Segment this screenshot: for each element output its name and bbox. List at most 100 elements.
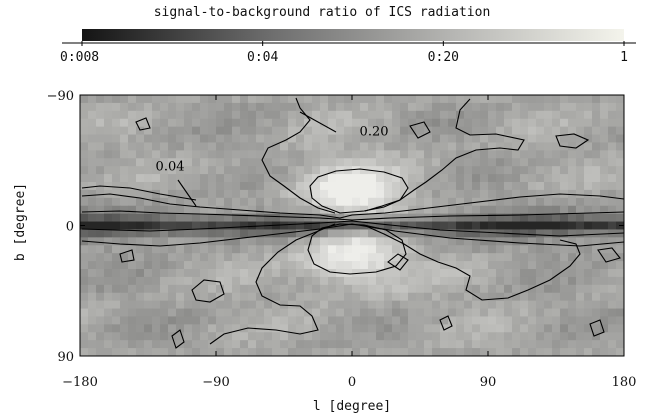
- heatmap-cell: [472, 229, 481, 238]
- heatmap-cell: [256, 276, 265, 286]
- heatmap-cell: [248, 229, 257, 238]
- heatmap-cell: [248, 174, 257, 183]
- heatmap-cell: [88, 102, 97, 112]
- heatmap-cell: [488, 205, 497, 215]
- heatmap-cell: [280, 316, 289, 325]
- heatmap-cell: [560, 348, 569, 356]
- heatmap-cell: [280, 126, 289, 136]
- heatmap-cell: [424, 245, 433, 254]
- heatmap-cell: [528, 95, 537, 104]
- heatmap-cell: [112, 197, 121, 207]
- heatmap-cell: [456, 348, 465, 356]
- heatmap-cell: [368, 292, 377, 302]
- heatmap-cell: [368, 102, 377, 112]
- heatmap-cell: [288, 316, 297, 325]
- heatmap-cell: [248, 95, 257, 104]
- heatmap-cell: [112, 332, 121, 341]
- heatmap-cell: [608, 95, 617, 104]
- heatmap-cell: [184, 95, 193, 104]
- heatmap-cell: [168, 276, 177, 286]
- heatmap-cell: [192, 292, 201, 302]
- heatmap-cell: [496, 95, 505, 104]
- heatmap-cell: [536, 237, 545, 246]
- heatmap-cell: [112, 253, 121, 262]
- heatmap-cell: [528, 134, 537, 144]
- heatmap-cell: [216, 182, 225, 191]
- heatmap-cell: [432, 182, 441, 191]
- heatmap-cell: [392, 284, 401, 294]
- heatmap-cell: [152, 150, 161, 159]
- heatmap-cell: [456, 340, 465, 349]
- heatmap-cell: [240, 166, 249, 175]
- heatmap-cell: [528, 253, 537, 262]
- heatmap-cell: [544, 134, 553, 144]
- heatmap-cell: [256, 197, 265, 207]
- heatmap-cell: [128, 150, 137, 159]
- heatmap-cell: [528, 126, 537, 136]
- heatmap-cell: [280, 213, 289, 223]
- heatmap-cell: [224, 253, 233, 262]
- heatmap-cell: [440, 324, 449, 333]
- heatmap-cell: [432, 189, 441, 199]
- heatmap-cell: [280, 166, 289, 175]
- heatmap-cell: [528, 213, 537, 223]
- heatmap-cell: [160, 158, 169, 167]
- heatmap-cell: [120, 166, 129, 175]
- heatmap-cell: [376, 276, 385, 286]
- heatmap-cell: [256, 126, 265, 136]
- heatmap-cell: [328, 142, 337, 151]
- heatmap-cell: [264, 237, 273, 246]
- heatmap-cell: [272, 324, 281, 333]
- heatmap-cell: [88, 142, 97, 151]
- heatmap-cell: [392, 166, 401, 175]
- heatmap-cell: [312, 134, 321, 144]
- heatmap-cell: [456, 126, 465, 136]
- heatmap-cell: [600, 276, 609, 286]
- heatmap-cell: [424, 332, 433, 341]
- heatmap-cell: [536, 126, 545, 136]
- heatmap-cell: [448, 261, 457, 270]
- heatmap-cell: [472, 253, 481, 262]
- heatmap-cell: [304, 292, 313, 302]
- heatmap-cell: [384, 284, 393, 294]
- heatmap-cell: [128, 102, 137, 112]
- heatmap-cell: [536, 221, 545, 231]
- heatmap-cell: [184, 237, 193, 246]
- heatmap-cell: [448, 142, 457, 151]
- heatmap-cell: [552, 182, 561, 191]
- heatmap-cell: [264, 229, 273, 238]
- heatmap-cell: [528, 118, 537, 128]
- heatmap-cell: [512, 253, 521, 262]
- heatmap-cell: [576, 213, 585, 223]
- heatmap-cell: [216, 158, 225, 167]
- heatmap-cell: [336, 150, 345, 159]
- heatmap-cell: [480, 269, 489, 278]
- heatmap-cell: [320, 261, 329, 270]
- heatmap-cell: [568, 229, 577, 238]
- heatmap-cell: [480, 292, 489, 302]
- heatmap-cell: [456, 110, 465, 120]
- heatmap-cell: [560, 213, 569, 223]
- heatmap-cell: [488, 300, 497, 310]
- heatmap-cell: [616, 142, 624, 151]
- heatmap-cell: [552, 102, 561, 112]
- heatmap-cell: [384, 300, 393, 310]
- heatmap-cell: [112, 269, 121, 278]
- heatmap-cell: [360, 150, 369, 159]
- heatmap-cell: [600, 284, 609, 294]
- heatmap-cell: [256, 158, 265, 167]
- heatmap-cell: [608, 110, 617, 120]
- heatmap-cell: [88, 324, 97, 333]
- heatmap-cell: [144, 340, 153, 349]
- heatmap-cell: [232, 126, 241, 136]
- heatmap-cell: [208, 197, 217, 207]
- heatmap-cell: [320, 158, 329, 167]
- heatmap-cell: [360, 276, 369, 286]
- heatmap-cell: [344, 348, 353, 356]
- heatmap-cell: [192, 332, 201, 341]
- heatmap-cell: [616, 276, 624, 286]
- heatmap-cell: [472, 308, 481, 318]
- heatmap-cell: [424, 182, 433, 191]
- heatmap-cell: [368, 340, 377, 349]
- heatmap-cell: [600, 95, 609, 104]
